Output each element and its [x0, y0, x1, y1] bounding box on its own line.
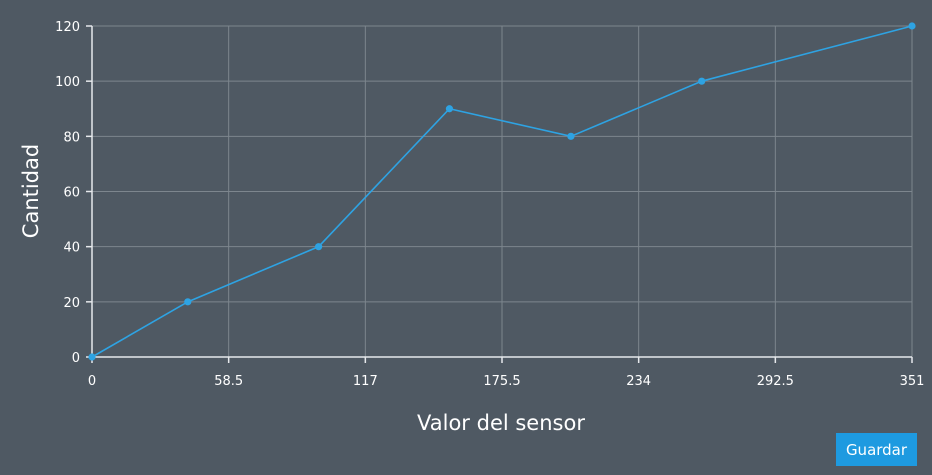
x-tick-label: 234 — [626, 374, 651, 389]
data-point — [908, 22, 916, 30]
data-point — [184, 298, 192, 306]
x-tick-label: 0 — [88, 374, 96, 389]
y-tick-label: 100 — [55, 75, 80, 90]
y-tick-label: 120 — [55, 20, 80, 35]
y-axis-ticks: 0 20 40 60 80 100 120 — [55, 20, 92, 366]
x-axis-ticks: 0 58.5 117 175.5 234 292.5 351 — [88, 357, 925, 389]
data-point — [88, 353, 96, 361]
x-axis-title: Valor del sensor — [417, 411, 585, 435]
y-tick-label: 0 — [72, 351, 80, 366]
y-tick-label: 20 — [63, 296, 80, 311]
grid — [92, 25, 913, 357]
x-tick-label: 292.5 — [757, 374, 794, 389]
y-axis-title: Cantidad — [19, 144, 43, 238]
y-tick-label: 40 — [63, 241, 80, 256]
data-point — [698, 77, 706, 85]
data-point — [445, 105, 454, 113]
y-tick-label: 60 — [63, 186, 80, 201]
series-layer — [88, 22, 916, 361]
x-tick-label: 175.5 — [483, 374, 520, 389]
y-tick-label: 80 — [63, 130, 80, 145]
x-tick-label: 117 — [353, 374, 378, 389]
x-tick-label: 351 — [900, 374, 925, 389]
x-tick-label: 58.5 — [214, 374, 243, 389]
data-point — [567, 132, 575, 140]
data-point — [315, 243, 323, 251]
save-button[interactable]: Guardar — [836, 433, 917, 466]
